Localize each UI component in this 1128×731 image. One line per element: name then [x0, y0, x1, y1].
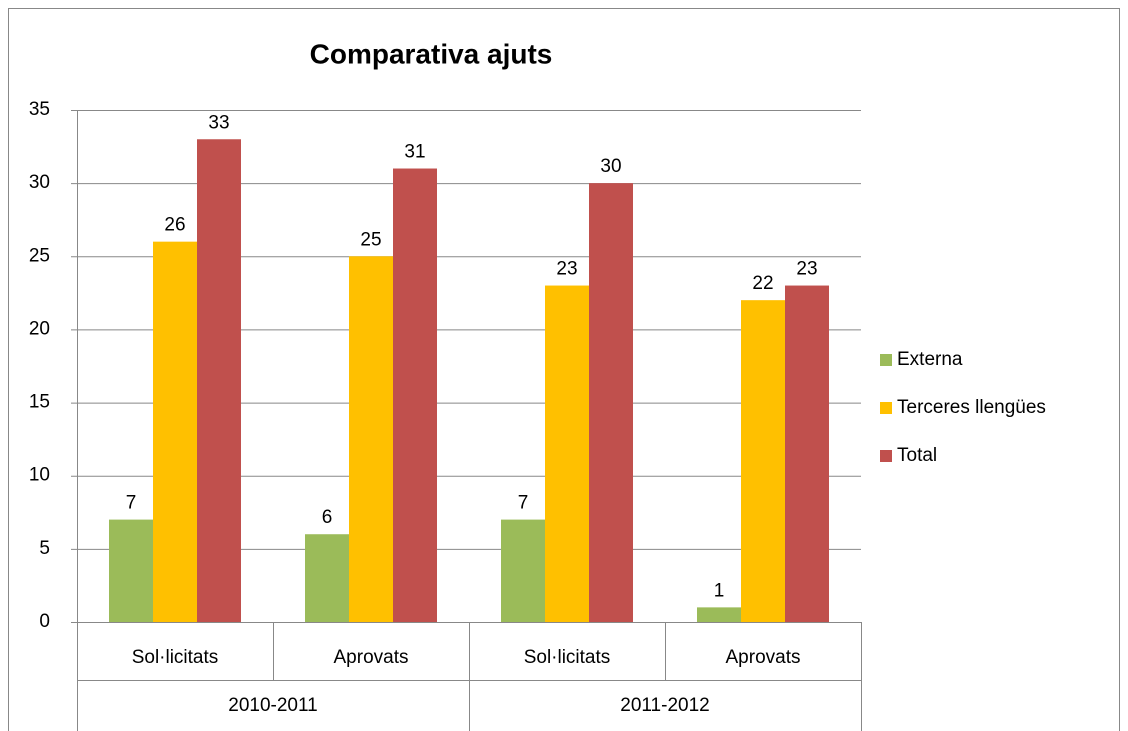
data-label: 7 [518, 493, 529, 514]
bar [153, 241, 197, 622]
legend-swatch [880, 450, 892, 462]
data-label: 23 [796, 259, 817, 280]
bar [109, 519, 153, 622]
bar [349, 256, 393, 622]
group-label: 2011-2012 [620, 695, 709, 716]
data-label: 31 [404, 142, 425, 163]
y-tick-label: 15 [29, 392, 50, 413]
bar [589, 183, 633, 622]
data-label: 7 [126, 493, 137, 514]
y-tick-label: 0 [39, 611, 50, 632]
data-label: 1 [714, 580, 725, 601]
y-tick-label: 35 [29, 99, 50, 120]
legend-label: Terceres llengües [897, 397, 1046, 418]
bar [305, 534, 349, 622]
data-label: 25 [360, 229, 381, 250]
bar [785, 285, 829, 622]
data-label: 6 [322, 507, 333, 528]
y-tick-label: 30 [29, 172, 50, 193]
chart-title: Comparativa ajuts [310, 38, 553, 69]
legend-label: Externa [897, 349, 963, 370]
legend-swatch [880, 402, 892, 414]
x-tick-label: Sol·licitats [524, 647, 611, 668]
bar [545, 285, 589, 622]
x-tick-label: Aprovats [726, 647, 801, 668]
y-tick-label: 25 [29, 245, 50, 266]
data-label: 26 [164, 215, 185, 236]
y-tick-label: 5 [39, 538, 50, 559]
x-tick-label: Aprovats [334, 647, 409, 668]
bar [197, 139, 241, 622]
legend-label: Total [897, 445, 937, 466]
bar [501, 519, 545, 622]
data-label: 30 [600, 156, 621, 177]
bar [697, 607, 741, 622]
bar [741, 300, 785, 622]
y-tick-label: 10 [29, 465, 50, 486]
group-label: 2010-2011 [228, 695, 317, 716]
data-label: 23 [556, 259, 577, 280]
bar [393, 168, 437, 622]
y-tick-label: 20 [29, 318, 50, 339]
data-label: 33 [208, 112, 229, 133]
legend-swatch [880, 354, 892, 366]
x-tick-label: Sol·licitats [132, 647, 219, 668]
data-label: 22 [752, 273, 773, 294]
